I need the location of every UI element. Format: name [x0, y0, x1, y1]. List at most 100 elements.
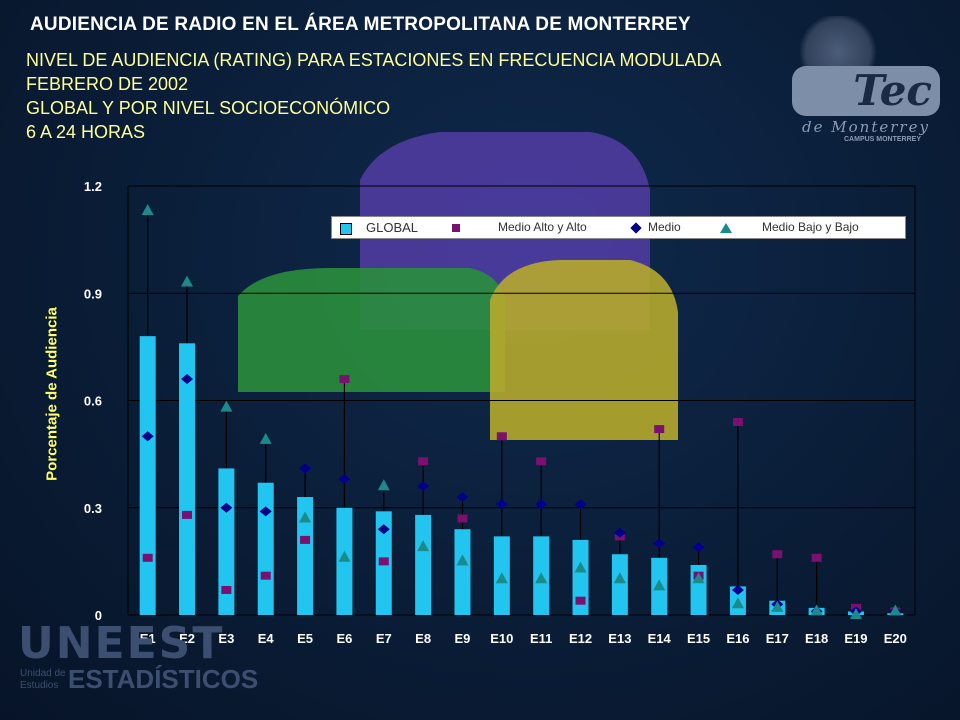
bar-global [179, 343, 196, 615]
uneest-logo-line1: Unidad de [20, 668, 66, 679]
bar-global [415, 514, 432, 615]
x-tick-label: E12 [569, 631, 592, 646]
marker-medio-bajo [889, 604, 902, 616]
marker-medio [495, 499, 508, 510]
x-tick-label: E11 [530, 631, 552, 646]
y-tick-label: 1.2 [84, 179, 102, 194]
legend-item-medio: Medio [630, 220, 681, 234]
x-tick-label: E20 [884, 631, 907, 646]
marker-medio-bajo [220, 400, 233, 412]
legend-label-global: GLOBAL [366, 220, 419, 235]
marker-medio-bajo [849, 608, 862, 619]
legend-item-global: GLOBAL [340, 220, 418, 235]
x-tick-label: E4 [258, 631, 275, 646]
subtitle-line-4: 6 A 24 HORAS [26, 122, 146, 142]
x-tick-label: E17 [766, 631, 789, 646]
marker-medio-bajo [692, 572, 705, 584]
legend-label-medio-bajo: Medio Bajo y Bajo [762, 220, 859, 234]
marker-medio [692, 542, 705, 553]
marker-medio-bajo [259, 432, 272, 444]
y-tick-label: 0.3 [84, 501, 102, 516]
marker-medio-bajo [495, 572, 508, 584]
marker-medio-alto [418, 457, 429, 466]
marker-medio [181, 374, 194, 385]
uneest-logo-name: UNEEST [18, 618, 225, 669]
marker-medio-alto [221, 585, 232, 594]
marker-medio-bajo [574, 561, 587, 573]
marker-medio [259, 506, 272, 517]
marker-medio [613, 527, 626, 538]
marker-medio-bajo [771, 600, 784, 612]
chart-legend: GLOBAL Medio Alto y Alto Medio Medio Baj… [331, 216, 906, 239]
y-tick-label: 0 [95, 608, 102, 623]
marker-medio-alto [378, 557, 389, 566]
x-tick-label: E18 [805, 631, 828, 646]
x-tick-label: E16 [726, 631, 749, 646]
marker-medio-bajo [535, 572, 548, 584]
marker-medio [377, 524, 390, 535]
legend-item-medio-alto: Medio Alto y Alto [452, 220, 587, 234]
marker-medio [456, 492, 469, 503]
marker-medio-bajo [456, 554, 469, 566]
chart-title: AUDIENCIA DE RADIO EN EL ÁREA METROPOLIT… [30, 14, 691, 35]
subtitle-line-2: FEBRERO DE 2002 [26, 74, 189, 94]
marker-medio-alto [811, 553, 822, 562]
marker-medio-alto [260, 571, 271, 580]
marker-medio-alto [536, 457, 547, 466]
x-tick-labels: E1 E2 E3 E4 E5 E6 E7 E8 E9 E10 E11 E12 E13 E14 E15 E16 E… [140, 631, 907, 646]
marker-medio [299, 463, 312, 474]
marker-medio-alto [182, 510, 193, 519]
marker-medio [731, 584, 744, 595]
marker-medio [535, 499, 548, 510]
marker-medio-alto [300, 535, 311, 544]
x-tick-label: E10 [490, 631, 513, 646]
marker-medio-bajo [810, 604, 823, 616]
marker-medio-alto [575, 596, 586, 605]
marker-medio-alto [142, 553, 153, 562]
bar-global [611, 554, 628, 615]
tec-logo-name: Tec [792, 66, 940, 116]
chart-subtitles: NIVEL DE AUDIENCIA (RATING) PARA ESTACIO… [26, 48, 721, 144]
x-tick-label: E7 [376, 631, 392, 646]
uneest-logo-line3: ESTADÍSTICOS [68, 664, 259, 694]
subtitle-line-1: NIVEL DE AUDIENCIA (RATING) PARA ESTACIO… [26, 50, 722, 70]
marker-medio [653, 538, 666, 549]
bar-global [297, 497, 314, 615]
marker-medio-bajo [377, 479, 390, 491]
x-tick-label: E14 [648, 631, 672, 646]
marker-medio-bajo [141, 204, 154, 216]
legend-item-medio-bajo: Medio Bajo y Bajo [720, 220, 859, 234]
bar-global [257, 482, 274, 615]
x-tick-label: E6 [336, 631, 352, 646]
subtitle-line-3: GLOBAL Y POR NIVEL SOCIOECONÓMICO [26, 98, 391, 118]
marker-medio [417, 481, 430, 492]
marker-medio-alto [732, 417, 743, 426]
x-tick-label: E1 [140, 631, 156, 646]
bar-global [218, 468, 235, 615]
y-tick-label: 0.6 [84, 394, 102, 409]
uneest-logo-line2: Estudios [20, 680, 59, 691]
marker-medio-alto [496, 432, 507, 441]
y-axis-label: Porcentaje de Audiencia [43, 307, 61, 481]
y-tick-labels: 0 0.3 0.6 0.9 1.2 [84, 179, 102, 623]
tec-logo: Tec de Monterrey CAMPUS MONTERREY [784, 14, 944, 144]
legend-diamond-icon [630, 222, 642, 234]
marker-medio [220, 502, 233, 513]
markers-layer [141, 204, 902, 619]
legend-swatch-global [340, 222, 352, 235]
marker-medio-bajo [181, 275, 194, 287]
marker-medio [338, 474, 351, 485]
marker-medio [574, 499, 587, 510]
y-tick-label: 0.9 [84, 286, 102, 301]
x-tick-label: E5 [297, 631, 313, 646]
marker-medio-alto [457, 514, 468, 523]
bar-global [454, 529, 471, 615]
x-tick-label: E15 [687, 631, 710, 646]
bar-global [139, 336, 156, 615]
uneest-logo: UNEEST Unidad de Estudios ESTADÍSTICOS [18, 618, 258, 695]
legend-label-medio: Medio [648, 220, 681, 234]
marker-medio-bajo [613, 572, 626, 584]
marker-medio-alto [772, 550, 783, 559]
x-tick-label: E13 [608, 631, 631, 646]
